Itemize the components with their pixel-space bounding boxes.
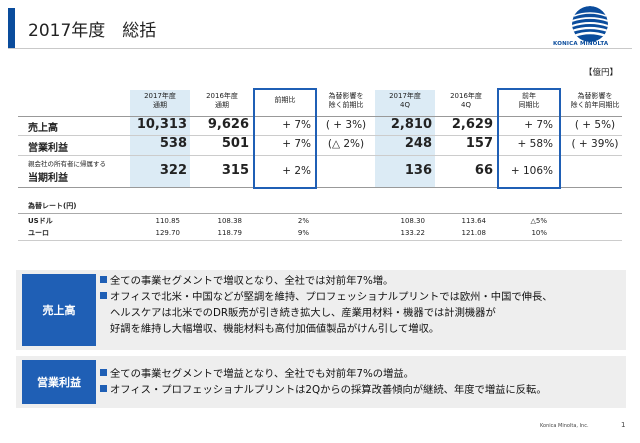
col-header: 為替影響を 除く前年同期比 [570,92,620,109]
table-cell: 2,629 [451,117,493,132]
col-header: 前期比 [274,96,296,104]
row-label-operating-profit: 営業利益 [28,143,68,154]
bullet-item: 全ての事業セグメントで増益となり、全社でも対前年7%の増益。 [100,366,547,382]
fx-title: 為替レート(円) [28,202,77,210]
table-cell: 9% [297,229,309,237]
col-header: 2017年度 4Q [389,92,421,109]
col-header: 前年 同期比 [518,92,540,109]
summary-profit-label: 営業利益 [22,360,96,404]
summary-sales-panel [16,270,626,350]
row-sublabel-owners: 親会社の所有者に帰属する [28,160,106,168]
table-cell: 10% [531,229,547,237]
logo-text: KONICA MINOLTA [553,41,609,47]
title-divider [8,48,632,49]
table-cell: 110.85 [155,217,181,225]
bullet-continuation: 好調を維持し大幅増収、機能材料も高付加価値製品がけん引して増収。 [110,323,440,335]
summary-profit-panel [16,356,626,408]
table-cell: △5% [530,217,548,225]
col-header: 2016年度 通期 [206,92,238,109]
summary-profit-text: 全ての事業セグメントで増益となり、全社でも対前年7%の増益。 オフィス・プロフェ… [100,366,547,398]
fx-label-usd: USドル [28,217,53,225]
table-cell: 10,313 [136,117,187,132]
row-divider [18,116,622,117]
table-cell: 113.64 [461,217,487,225]
bullet-item: オフィス・プロフェッショナルプリントは2Qからの採算改善傾向が継続、年度で増益に… [100,382,547,398]
table-cell: + 2% [282,165,311,177]
fy2017-column-shade [130,90,190,187]
bullet-item: 全ての事業セグメントで増収となり、全社では対前年7%増。 [100,273,553,289]
page-number: 1 [621,421,626,429]
summary-sales-text: 全ての事業セグメントで増収となり、全社では対前年7%増。 オフィスで北米・中国な… [100,273,553,337]
q4-2017-column-shade [375,90,435,187]
table-cell: 66 [474,163,493,178]
table-cell: 133.22 [400,229,426,237]
table-cell: 248 [404,136,432,151]
table-cell: ( + 5%) [574,119,616,131]
bullet-square-icon [100,385,107,392]
table-cell: 136 [404,163,432,178]
table-cell: 322 [159,163,187,178]
table-cell: + 7% [282,119,311,131]
fx-divider [18,240,622,241]
col-header: 為替影響を 除く前期比 [328,92,364,109]
table-cell: + 106% [510,165,553,177]
fx-divider [18,213,622,214]
bullet-square-icon [100,276,107,283]
table-cell: 501 [221,136,249,151]
table-cell: + 58% [517,138,553,150]
q4-yoy-highlight-frame [497,88,561,189]
title-accent-bar [8,8,15,48]
bullet-square-icon [100,369,107,376]
col-header: 2016年度 4Q [450,92,482,109]
table-cell: ( + 39%) [571,138,619,150]
row-divider [18,155,622,156]
row-divider [18,187,622,188]
fx-label-eur: ユーロ [28,229,49,237]
bullet-continuation: ヘルスケアは北米でのDR販売が引き続き拡大し、産業用材料・機器では計測機器が [110,307,496,319]
table-cell: 2,810 [390,117,432,132]
table-cell: + 7% [282,138,311,150]
table-cell: 315 [221,163,249,178]
yoy-highlight-frame [253,88,317,189]
bullet-square-icon [100,292,107,299]
table-cell: 108.30 [400,217,426,225]
table-cell: 538 [159,136,187,151]
summary-sales-label: 売上高 [22,274,96,346]
table-cell: ( + 3%) [325,119,367,131]
table-cell: 129.70 [155,229,181,237]
row-label-net-income: 当期利益 [28,173,68,184]
table-cell: 108.38 [217,217,243,225]
table-cell: 121.08 [461,229,487,237]
konica-minolta-logo-icon [572,6,608,42]
table-cell: 2% [297,217,309,225]
unit-label: 【億円】 [584,68,619,78]
row-divider [18,135,622,136]
table-cell: 118.79 [217,229,243,237]
bullet-item: オフィスで北米・中国などが堅調を維持、プロフェッショナルプリントでは欧州・中国で… [100,289,553,305]
table-cell: 9,626 [207,117,249,132]
table-cell: (△ 2%) [327,138,365,150]
row-label-sales: 売上高 [28,123,58,134]
page-title: 2017年度 総括 [28,21,157,41]
col-header: 2017年度 通期 [144,92,176,109]
footer-company: Konica Minolta, Inc. [540,423,589,429]
table-cell: 157 [465,136,493,151]
table-cell: + 7% [524,119,553,131]
